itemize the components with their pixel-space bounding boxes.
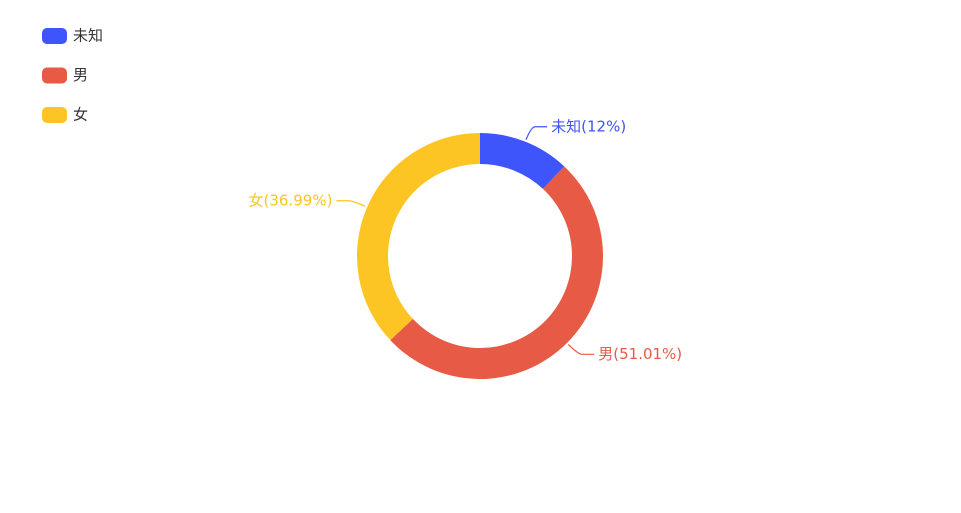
donut-slice[interactable]	[390, 166, 603, 379]
label-line	[525, 126, 548, 140]
legend-label[interactable]: 女	[73, 106, 88, 124]
donut-slice[interactable]	[480, 133, 565, 189]
label-line	[336, 200, 366, 207]
legend-label[interactable]: 未知	[73, 27, 103, 45]
legend-swatch[interactable]	[42, 67, 67, 84]
legend-label[interactable]: 男	[73, 66, 88, 84]
label-line	[567, 343, 595, 355]
data-label: 男(51.01%)	[598, 345, 682, 363]
donut-slice[interactable]	[356, 133, 480, 341]
legend-swatch[interactable]	[42, 107, 67, 123]
data-label: 未知(12%)	[551, 117, 626, 135]
data-label: 女(36.99%)	[249, 191, 333, 209]
legend-swatch[interactable]	[42, 28, 67, 44]
